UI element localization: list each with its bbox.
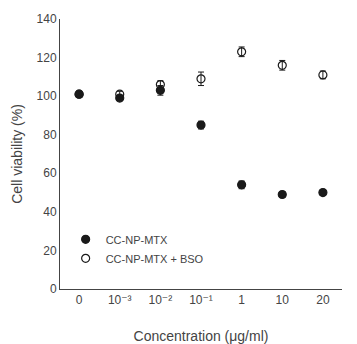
svg-text:0: 0 — [50, 282, 57, 296]
svg-text:10⁻³: 10⁻³ — [108, 293, 132, 307]
svg-text:20: 20 — [43, 244, 57, 258]
svg-text:10⁻¹: 10⁻¹ — [189, 293, 213, 307]
svg-text:CC-NP-MTX + BSO: CC-NP-MTX + BSO — [106, 253, 204, 265]
svg-text:1: 1 — [238, 293, 245, 307]
svg-text:60: 60 — [43, 166, 57, 180]
svg-text:100: 100 — [37, 89, 57, 103]
svg-text:Cell viability (%): Cell viability (%) — [9, 104, 25, 204]
svg-text:Concentration (μg/ml): Concentration (μg/ml) — [134, 328, 269, 344]
svg-text:0: 0 — [76, 293, 83, 307]
svg-text:10⁻²: 10⁻² — [149, 293, 173, 307]
svg-text:140: 140 — [37, 12, 57, 26]
svg-text:10: 10 — [276, 293, 290, 307]
svg-text:20: 20 — [316, 293, 330, 307]
svg-text:120: 120 — [37, 51, 57, 65]
svg-text:80: 80 — [43, 128, 57, 142]
svg-text:40: 40 — [43, 205, 57, 219]
svg-text:CC-NP-MTX: CC-NP-MTX — [106, 234, 168, 246]
